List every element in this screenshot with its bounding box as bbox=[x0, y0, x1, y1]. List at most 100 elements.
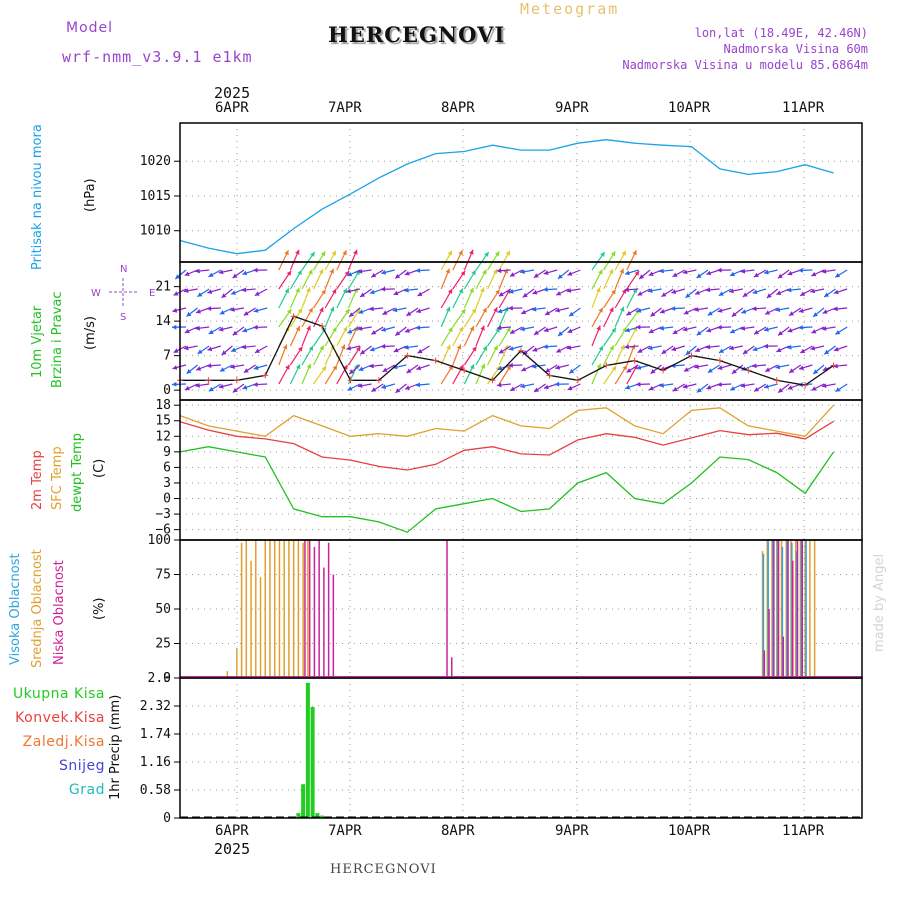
wind-arrowhead-132 bbox=[381, 384, 387, 389]
cloud-bars bbox=[180, 540, 862, 678]
wind-arrowhead-79 bbox=[321, 289, 326, 295]
wind-arrowhead-189 bbox=[505, 250, 510, 256]
wind-arrowhead-276 bbox=[625, 327, 630, 333]
wind-arrowhead-327 bbox=[707, 368, 713, 373]
wind-arrowhead-20 bbox=[195, 383, 200, 388]
wind-arrowhead-141 bbox=[404, 287, 409, 293]
wind-arrowhead-168 bbox=[469, 249, 474, 255]
wind-arrowhead-179 bbox=[480, 325, 485, 331]
wind-arrowhead-200 bbox=[498, 349, 504, 354]
wind-arrowhead-203 bbox=[509, 272, 515, 277]
wind-arrowhead-310 bbox=[683, 310, 689, 315]
precip-bar-5 bbox=[320, 815, 325, 818]
wind-arrowhead-177 bbox=[480, 287, 485, 293]
wind-arrowhead-18 bbox=[197, 349, 203, 354]
wind-arrowhead-30 bbox=[219, 310, 225, 315]
wind-arrowhead-183 bbox=[492, 269, 498, 275]
wind-arrowhead-366 bbox=[775, 307, 781, 312]
wind-arrowhead-73 bbox=[308, 307, 313, 313]
panel-frame-pressure bbox=[179, 122, 863, 263]
wind-arrowhead-257 bbox=[609, 345, 614, 351]
wind-speed-marker-14 bbox=[574, 377, 581, 384]
ytick-label-temperature-6: 12 bbox=[155, 429, 171, 444]
ytick-label-precip-2: 1.16 bbox=[140, 755, 171, 770]
wind-arrowhead-80 bbox=[319, 307, 324, 313]
ytick-label-precip-0: 0 bbox=[163, 811, 171, 826]
wind-arrowhead-59 bbox=[286, 309, 292, 314]
wind-arrowhead-279 bbox=[625, 384, 631, 390]
wind-arrowhead-328 bbox=[706, 385, 712, 390]
precip-legend-2: Zaledj.Kisa bbox=[22, 734, 105, 750]
wind-arrowhead-165 bbox=[459, 326, 464, 332]
ytick-label-wind-0: 0 bbox=[163, 383, 171, 398]
wind-arrowhead-54 bbox=[253, 365, 259, 370]
temp-ylabel: (C) bbox=[92, 458, 107, 478]
coords-label: lon,lat (18.49E, 42.46N) bbox=[694, 26, 868, 40]
wind-arrowhead-114 bbox=[358, 309, 364, 314]
wind-arrowhead-14 bbox=[195, 268, 200, 274]
ytick-label-clouds-1: 25 bbox=[155, 637, 171, 652]
ytick-label-temperature-1: −3 bbox=[155, 507, 171, 522]
wind-arrowhead-98 bbox=[353, 249, 358, 255]
wind-speed-marker-6 bbox=[347, 377, 354, 384]
day-label-top-3: 9APR bbox=[555, 100, 589, 116]
wind-arrowhead-74 bbox=[306, 325, 311, 331]
wind-arrowhead-389 bbox=[810, 345, 816, 351]
precip-legend-0: Ukupna Kisa bbox=[12, 686, 105, 702]
wind-arrowhead-16 bbox=[196, 309, 201, 314]
wind-arrowhead-362 bbox=[765, 367, 771, 372]
wind-arrowhead-33 bbox=[219, 367, 225, 372]
wind-arrowhead-72 bbox=[306, 287, 311, 293]
wind-arrowhead-208 bbox=[508, 362, 513, 368]
pressure-ylabel: (hPa) bbox=[83, 178, 98, 212]
day-label-top-1: 7APR bbox=[328, 100, 362, 116]
ytick-label-temperature-3: 3 bbox=[163, 476, 171, 491]
wind-arrowhead-95 bbox=[343, 326, 348, 332]
wind-arrowhead-220 bbox=[534, 330, 539, 335]
wind-arrowhead-293 bbox=[648, 385, 654, 391]
wind-speed-marker-16 bbox=[631, 357, 638, 364]
wind-arrowhead-297 bbox=[659, 325, 664, 331]
wind-arrowhead-55 bbox=[253, 382, 258, 387]
wind-arrowhead-7 bbox=[184, 271, 190, 276]
wind-arrowhead-180 bbox=[482, 345, 487, 351]
wind-arrowhead-368 bbox=[776, 347, 782, 353]
temp-side-label-sfc: SFC Temp bbox=[50, 446, 65, 510]
wind-arrowhead-373 bbox=[789, 311, 794, 316]
wind-arrowhead-309 bbox=[685, 293, 691, 298]
temp-2m-line bbox=[179, 420, 834, 471]
wind-arrowhead-379 bbox=[800, 291, 806, 296]
wind-arrowhead-304 bbox=[672, 329, 678, 334]
wind-arrowhead-87 bbox=[329, 306, 335, 312]
wind-arrowhead-35 bbox=[232, 273, 238, 278]
wind-speed-marker-9 bbox=[432, 357, 439, 364]
wind-arrowhead-61 bbox=[282, 344, 288, 350]
wind-arrowhead-222 bbox=[531, 364, 537, 369]
precip-ylabel: 1hr Precip (mm) bbox=[108, 694, 123, 800]
wind-arrowhead-159 bbox=[446, 344, 451, 350]
wind-arrowhead-149 bbox=[416, 308, 422, 314]
ytick-label-clouds-0: 0 bbox=[163, 671, 171, 686]
day-label-top-4: 10APR bbox=[668, 100, 711, 116]
wind-arrowhead-317 bbox=[694, 307, 699, 312]
wind-arrowhead-181 bbox=[480, 363, 486, 369]
wind-arrowhead-391 bbox=[811, 386, 817, 391]
wind-arrowhead-17 bbox=[195, 325, 200, 331]
wind-arrowhead-111 bbox=[347, 386, 353, 391]
wind-arrowhead-255 bbox=[609, 307, 614, 313]
wind-arrowhead-41 bbox=[232, 387, 238, 393]
wind-arrowhead-215 bbox=[521, 366, 527, 372]
wind-arrowhead-128 bbox=[382, 310, 388, 315]
wind-arrowhead-84 bbox=[331, 250, 336, 256]
wind-arrowhead-346 bbox=[740, 326, 746, 331]
wind-arrowhead-400 bbox=[833, 289, 839, 295]
wind-arrowhead-63 bbox=[295, 249, 300, 255]
wind-arrowhead-399 bbox=[835, 272, 841, 278]
wind-side-label-2: Brzina i Pravac bbox=[50, 291, 65, 388]
wind-speed-marker-18 bbox=[688, 352, 695, 359]
wind-arrowhead-364 bbox=[777, 273, 783, 279]
day-label-top-0: 6APR bbox=[215, 100, 249, 116]
wind-arrowhead-125 bbox=[371, 387, 377, 392]
wind-arrowhead-225 bbox=[543, 287, 548, 292]
wind-arrowhead-135 bbox=[392, 307, 398, 313]
